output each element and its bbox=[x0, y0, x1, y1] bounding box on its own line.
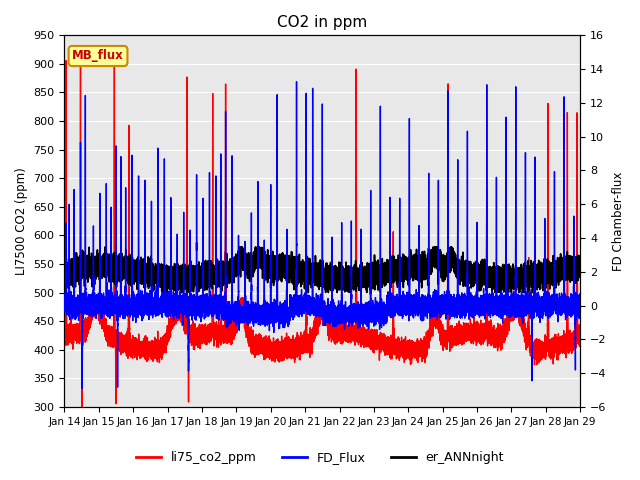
Title: CO2 in ppm: CO2 in ppm bbox=[277, 15, 367, 30]
Legend: li75_co2_ppm, FD_Flux, er_ANNnight: li75_co2_ppm, FD_Flux, er_ANNnight bbox=[131, 446, 509, 469]
Text: MB_flux: MB_flux bbox=[72, 49, 124, 62]
Y-axis label: FD Chamber-flux: FD Chamber-flux bbox=[612, 171, 625, 271]
Y-axis label: LI7500 CO2 (ppm): LI7500 CO2 (ppm) bbox=[15, 167, 28, 275]
